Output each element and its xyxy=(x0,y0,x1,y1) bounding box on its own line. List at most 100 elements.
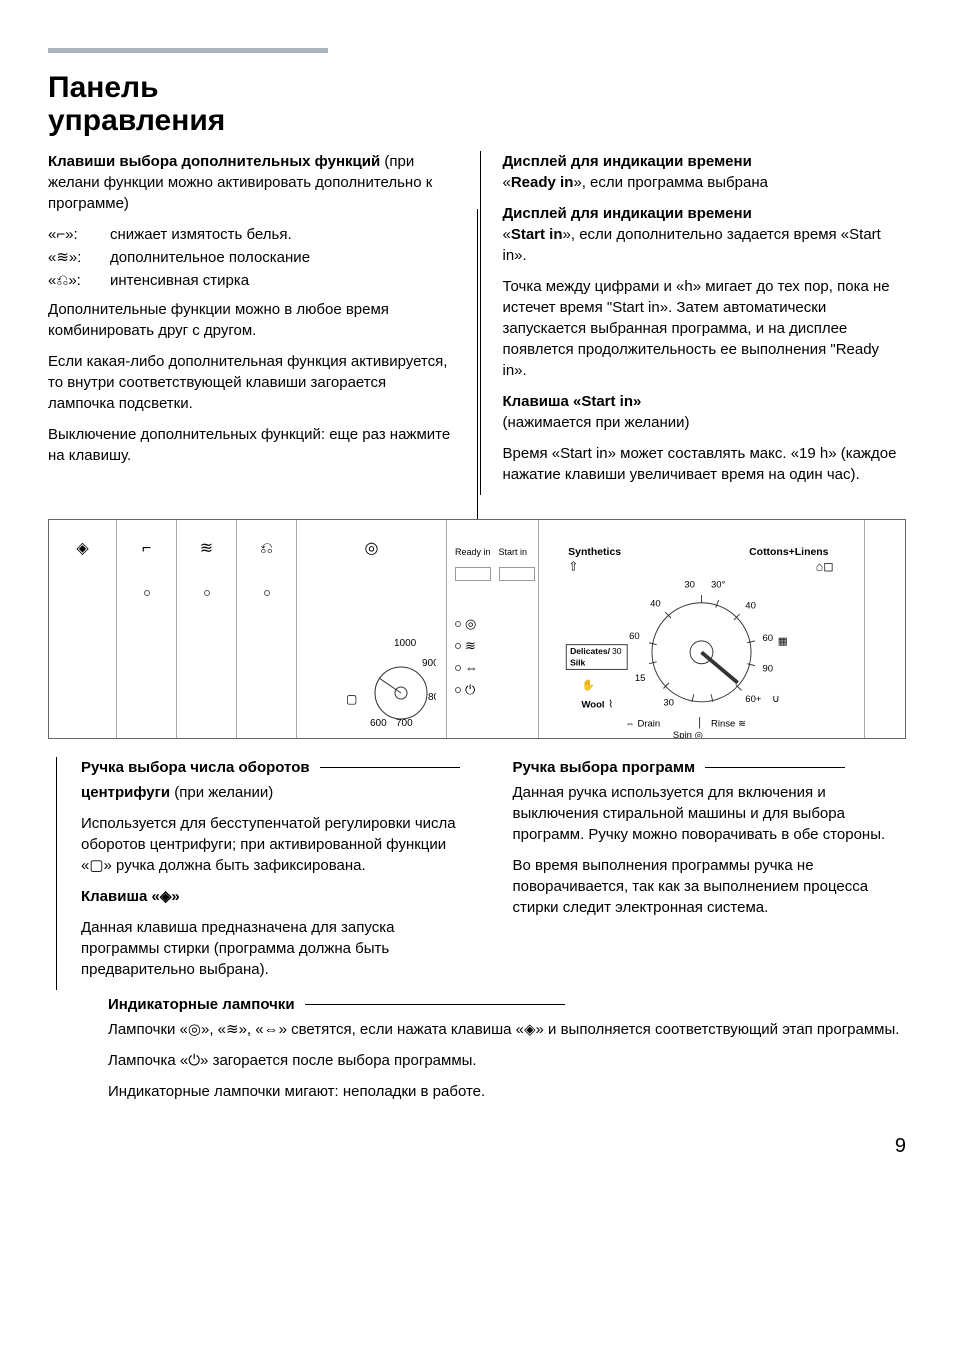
display-box-2 xyxy=(499,567,535,581)
svg-text:90: 90 xyxy=(762,663,773,674)
stain-icon: ▦ xyxy=(778,637,788,648)
svg-text:15: 15 xyxy=(635,673,646,684)
svg-text:60: 60 xyxy=(762,633,773,644)
left-p2: Если какая-либо дополнительная функция а… xyxy=(48,351,452,414)
svg-text:60+: 60+ xyxy=(745,694,762,705)
svg-text:Wool: Wool xyxy=(582,700,605,711)
icon-row-2: «≋»: дополнительное полоскание xyxy=(48,247,452,268)
svg-text:40: 40 xyxy=(745,600,756,611)
spin-800: 800 xyxy=(428,692,436,703)
intensive-panel-icon: ⎌ xyxy=(260,538,273,560)
program-knob-p1: Данная ручка используется для включения … xyxy=(513,782,907,845)
svg-text:30: 30 xyxy=(612,646,622,656)
program-knob-heading: Ручка выбора программ xyxy=(513,757,907,778)
svg-text:30°: 30° xyxy=(711,580,726,591)
control-panel-diagram: ◈ ⌐ ≋ ⎌ ◎ 600 700 800 900 xyxy=(48,519,906,739)
icon-row-3: «⎌»: интенсивная стирка xyxy=(48,270,452,291)
program-dial-segment: Synthetics Cottons+Linens ⇧ ⌂◻ xyxy=(539,520,865,738)
page-number: 9 xyxy=(48,1132,906,1160)
easy-iron-panel-icon: ⌐ xyxy=(142,538,151,560)
indicator-heading: Индикаторные лампочки xyxy=(108,994,906,1015)
spin-600: 600 xyxy=(370,718,387,728)
leader-line xyxy=(477,209,478,519)
lower-left-column: Ручка выбора числа оборотов центрифуги (… xyxy=(56,757,475,990)
display-labels: Ready in Start in xyxy=(455,546,527,559)
display-segment: Ready in Start in ◎ ≋ ⇔ ⏻ xyxy=(447,520,539,738)
start-diamond-icon: ◈ xyxy=(76,538,88,560)
indicator-p1: Лампочки «◎», «≋», «⇔» светятся, если на… xyxy=(108,1019,906,1040)
header-rule xyxy=(48,48,328,53)
svg-text:30: 30 xyxy=(684,580,695,591)
spin-dial-segment: ◎ 600 700 800 900 1000 ▢ xyxy=(297,520,447,738)
display-heading-1: Дисплей для индикации времени «Ready in»… xyxy=(503,151,907,193)
svg-text:Rinse ≋: Rinse ≋ xyxy=(711,719,746,730)
intensive-icon: «⎌»: xyxy=(48,270,110,291)
title-line-2: управления xyxy=(48,104,225,137)
start-key-heading: Клавиша «◈» xyxy=(81,886,475,907)
intensive-segment: ⎌ xyxy=(237,520,297,738)
detergent-icon: ⌂◻ xyxy=(816,559,834,573)
extra-rinse-icon: «≋»: xyxy=(48,247,110,268)
spin-knob-sub: центрифуги (при желании) xyxy=(81,782,475,803)
program-knob-p2: Во время выполнения программы ручка не п… xyxy=(513,855,907,918)
spin-knob-heading: Ручка выбора числа оборотов xyxy=(81,757,475,778)
extra-rinse-segment: ≋ xyxy=(177,520,237,738)
right-p3: Точка между цифрами и «h» мигает до тех … xyxy=(503,276,907,381)
spin-knob-p1: Используется для бесступенчатой регулиро… xyxy=(81,813,475,876)
indicator-p3: Индикаторные лампочки мигают: неполадки … xyxy=(108,1081,906,1102)
option-keys-heading: Клавиши выбора дополнительных функций (п… xyxy=(48,151,452,214)
easy-iron-segment: ⌐ xyxy=(117,520,177,738)
indicator-p2: Лампочка «⏻» загорается после выбора про… xyxy=(108,1050,906,1071)
svg-text:60: 60 xyxy=(629,631,640,642)
lamp-rinse-icon: ≋ xyxy=(465,637,476,655)
easy-iron-icon: «⌐»: xyxy=(48,224,110,245)
page-title: Панель управления xyxy=(48,71,906,137)
left-p1: Дополнительные функции можно в любое вре… xyxy=(48,299,452,341)
spin-900: 900 xyxy=(422,658,436,669)
lamp-power-icon: ⏻ xyxy=(465,681,475,699)
indicator-section: Индикаторные лампочки Лампочки «◎», «≋»,… xyxy=(48,994,906,1102)
hand-icon: ✋ xyxy=(582,678,595,691)
indicator-dot xyxy=(264,590,270,596)
leader-line xyxy=(705,767,845,768)
spin-speed-dial: 600 700 800 900 1000 ▢ xyxy=(316,608,436,728)
wool-icon: ⌇ xyxy=(608,700,613,711)
icon-row-1: «⌐»: снижает измятость белья. xyxy=(48,224,452,245)
indicator-dot xyxy=(204,590,210,596)
start-in-label: Start in xyxy=(499,546,528,559)
lamp-spin-icon: ◎ xyxy=(465,615,476,633)
cottons-label: Cottons+Linens xyxy=(749,547,829,558)
right-column: Дисплей для индикации времени «Ready in»… xyxy=(480,151,907,495)
svg-text:30: 30 xyxy=(663,698,674,709)
extra-rinse-panel-icon: ≋ xyxy=(200,538,213,560)
synthetics-label: Synthetics xyxy=(568,547,621,558)
up-arrow-icon: ⇧ xyxy=(568,559,578,573)
display-heading-2: Дисплей для индикации времени «Start in»… xyxy=(503,203,907,266)
start-button-segment: ◈ xyxy=(49,520,117,738)
start-in-heading: Клавиша «Start in» (нажимается при желан… xyxy=(503,391,907,433)
right-p5: Время «Start in» может составлять макс. … xyxy=(503,443,907,485)
lower-right-column: Ручка выбора программ Данная ручка испол… xyxy=(513,757,907,990)
svg-text:Spin ◎: Spin ◎ xyxy=(673,730,704,738)
spin-700: 700 xyxy=(396,718,413,728)
start-key-p: Данная клавиша предназначена для запуска… xyxy=(81,917,475,980)
indicator-lamps: ◎ ≋ ⇔ ⏻ xyxy=(455,611,478,704)
svg-text:⇔ Drain: ⇔ Drain xyxy=(625,719,660,730)
no-spin-icon: ▢ xyxy=(346,692,357,706)
svg-text:Delicates/: Delicates/ xyxy=(570,646,611,656)
leader-line xyxy=(320,767,460,768)
indicator-dot xyxy=(144,590,150,596)
svg-text:40: 40 xyxy=(650,599,661,610)
prewash-icon: ∪ xyxy=(772,694,780,705)
edge-segment xyxy=(865,520,905,738)
lamp-wash-icon: ⇔ xyxy=(465,659,478,677)
leader-line xyxy=(305,1004,565,1005)
display-box-1 xyxy=(455,567,491,581)
left-p3: Выключение дополнительных функций: еще р… xyxy=(48,424,452,466)
left-column: Клавиши выбора дополнительных функций (п… xyxy=(48,151,452,495)
spin-1000: 1000 xyxy=(394,638,417,649)
title-line-1: Панель xyxy=(48,71,159,104)
svg-text:Silk: Silk xyxy=(570,658,585,668)
ready-in-label: Ready in xyxy=(455,546,491,559)
spin-icon: ◎ xyxy=(365,538,379,560)
